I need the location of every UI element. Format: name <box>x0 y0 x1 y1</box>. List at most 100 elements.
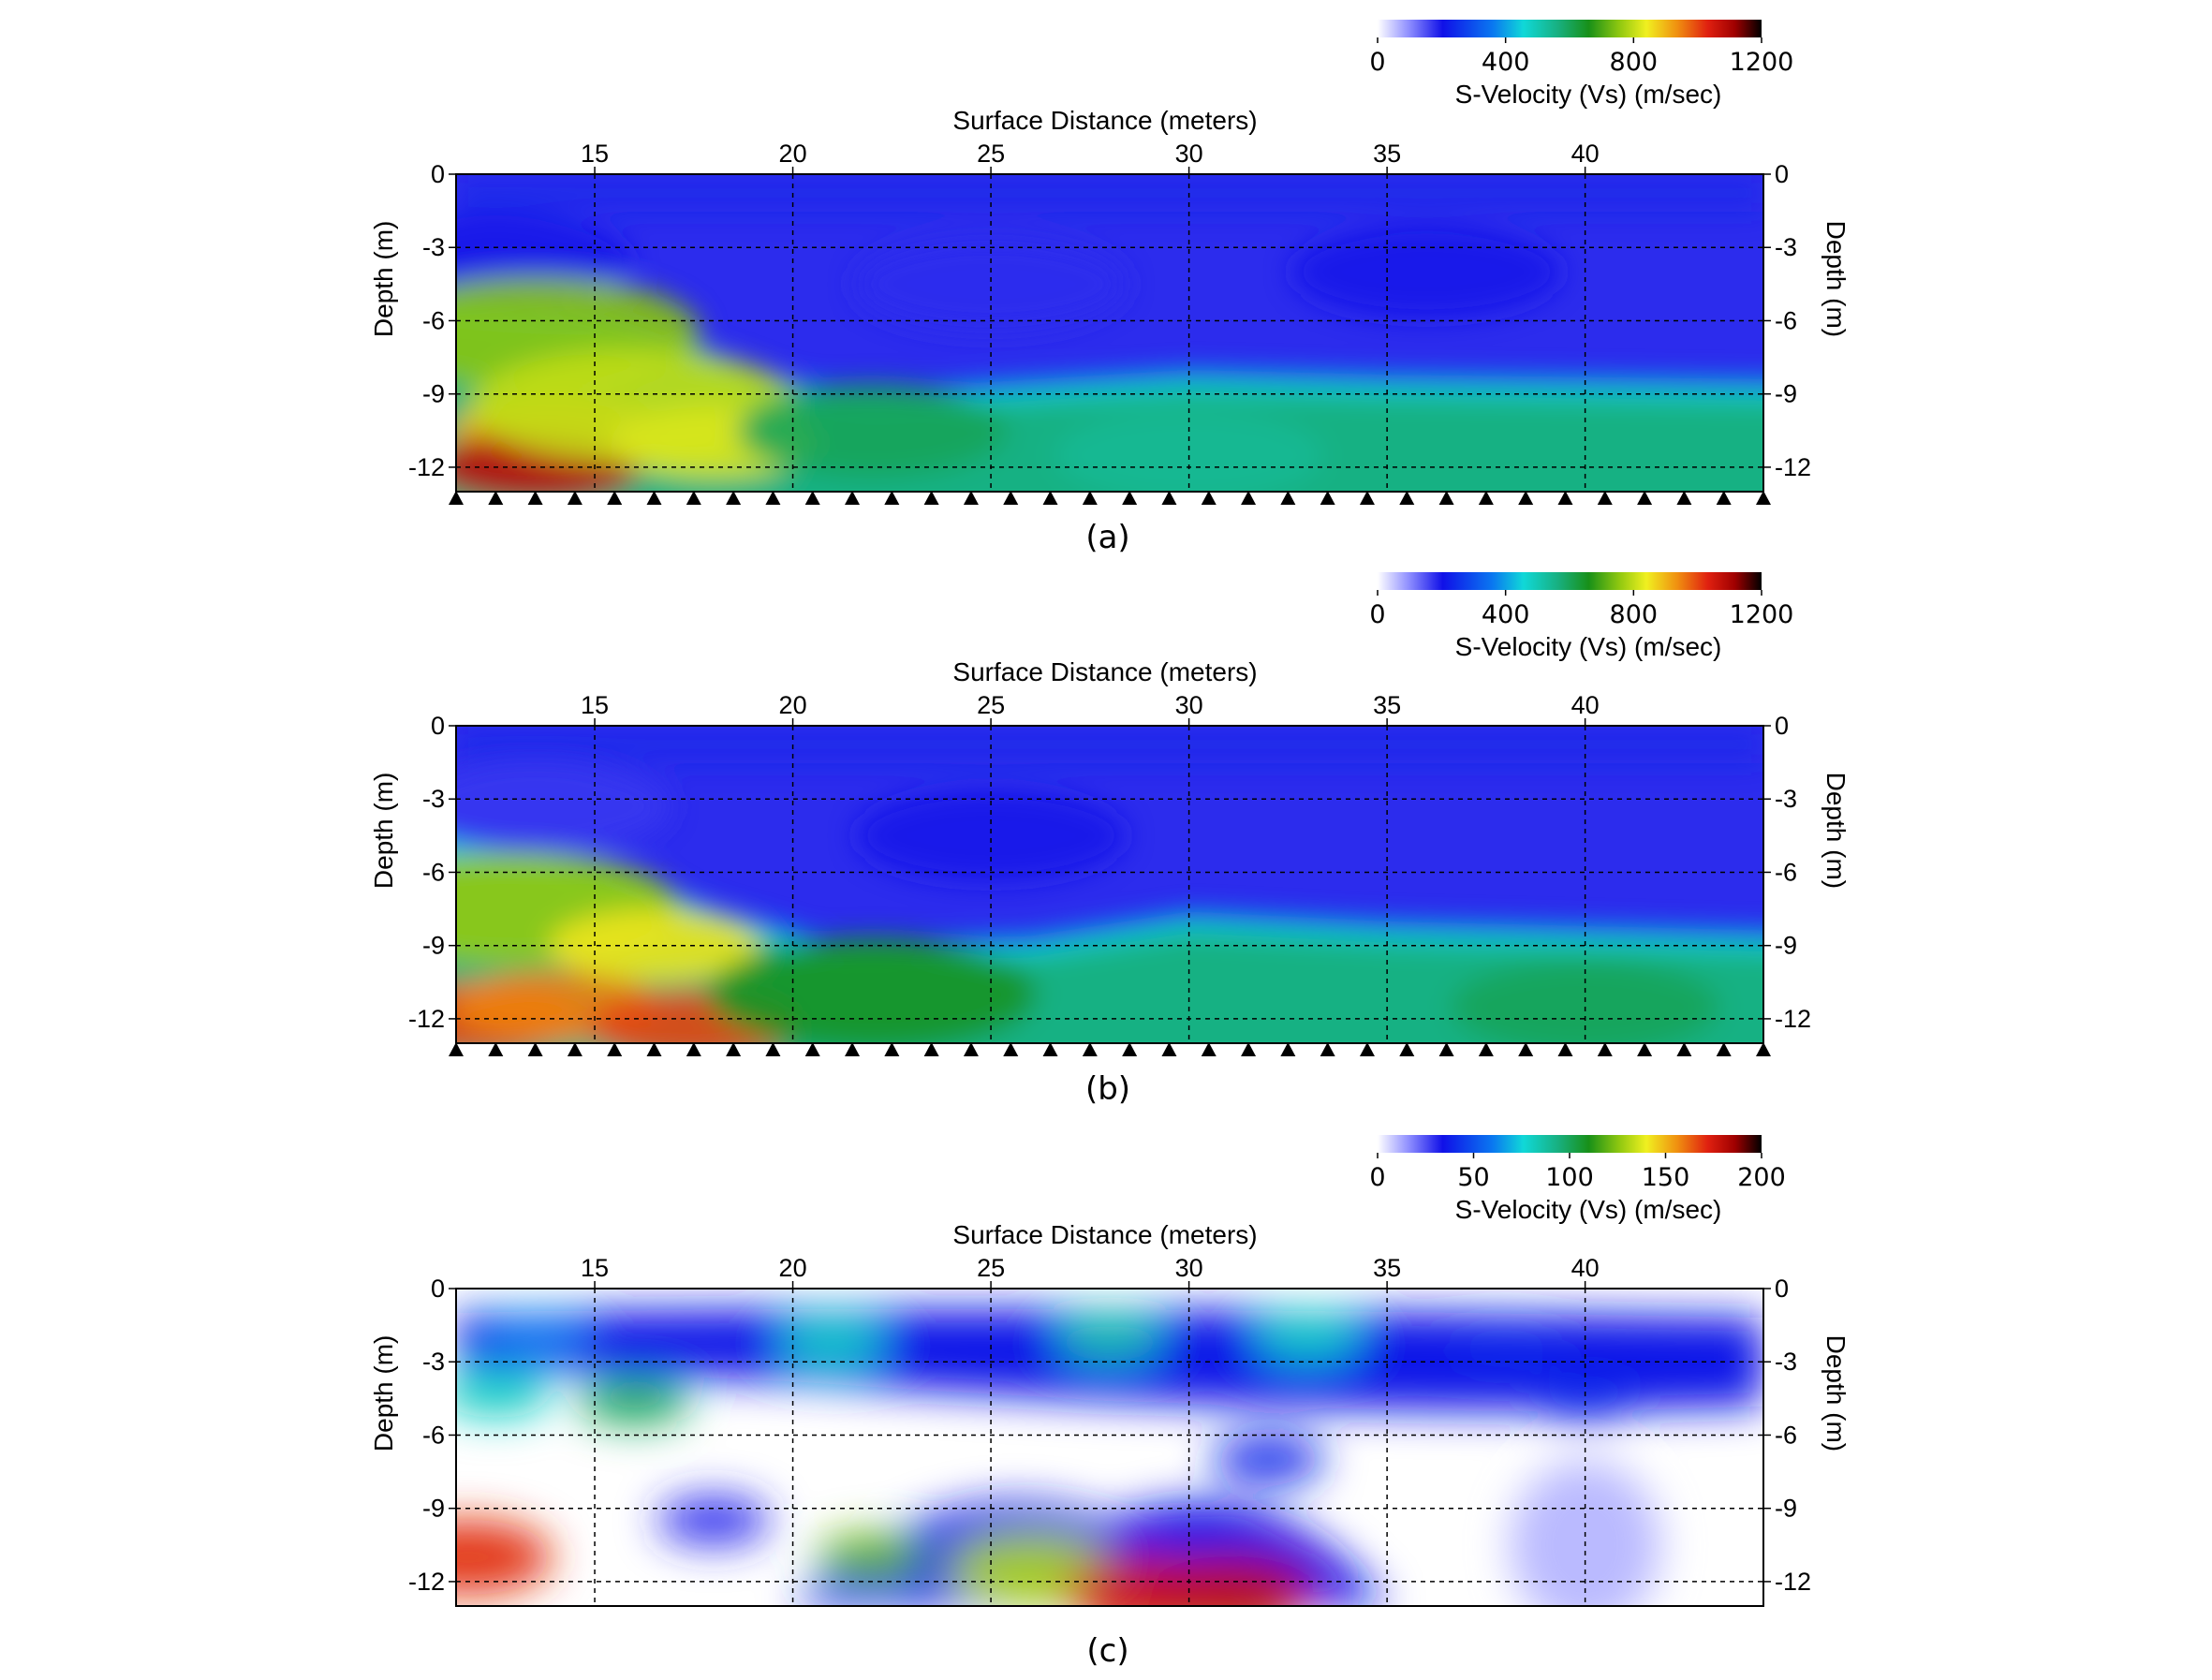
x-tick-label: 25 <box>977 691 1005 719</box>
geophone-marker <box>527 1042 543 1056</box>
velocity-anomaly <box>578 1376 691 1425</box>
y-tick-label-left: 0 <box>431 160 445 188</box>
colorbar-label: S-Velocity (Vs) (m/sec) <box>1455 80 1722 109</box>
geophone-marker <box>488 491 504 505</box>
geophone-marker <box>1716 1042 1732 1056</box>
colorbar <box>1378 572 1762 590</box>
x-tick-label: 20 <box>779 1254 807 1282</box>
colorbar-tick-label: 200 <box>1737 1163 1786 1192</box>
y-tick-label-right: -9 <box>1775 1495 1797 1523</box>
near-surface-band <box>456 726 1763 763</box>
colorbar <box>1378 1135 1762 1153</box>
y-tick-label-left: -6 <box>422 1421 445 1449</box>
geophone-marker <box>963 491 979 505</box>
geophone-marker <box>1597 1042 1613 1056</box>
geophone-marker <box>686 491 701 505</box>
colorbar-tick-label: 800 <box>1610 600 1659 629</box>
colorbar-tick-label: 1200 <box>1730 48 1794 77</box>
x-tick-label: 30 <box>1175 691 1203 719</box>
y-tick-label-right: -12 <box>1775 1005 1811 1033</box>
x-tick-label: 20 <box>779 140 807 168</box>
geophone-marker <box>1359 1042 1375 1056</box>
velocity-anomaly <box>1291 225 1562 318</box>
geophone-marker <box>1201 1042 1217 1056</box>
x-tick-label: 25 <box>977 140 1005 168</box>
panel-caption: (a) <box>1085 519 1129 556</box>
y-tick-label-left: -12 <box>408 1568 445 1596</box>
near-surface-band <box>456 174 1763 212</box>
y-tick-label-left: -12 <box>408 453 445 481</box>
geophone-marker <box>1399 491 1415 505</box>
velocity-anomaly <box>456 1519 553 1595</box>
geophone-marker <box>923 491 939 505</box>
velocity-anomaly <box>479 1310 592 1360</box>
y-tick-label-left: -9 <box>422 1495 445 1523</box>
colorbar-tick-label: 50 <box>1457 1163 1489 1192</box>
y-axis-title-left: Depth (m) <box>369 221 398 337</box>
geophone-marker <box>1756 491 1771 505</box>
y-axis-title-left: Depth (m) <box>369 773 398 889</box>
velocity-field <box>456 174 1763 492</box>
geophone-marker <box>1280 1042 1296 1056</box>
geophone-marker <box>845 1042 861 1056</box>
geophone-marker <box>1161 491 1177 505</box>
geophone-marker <box>845 491 861 505</box>
geophone-marker <box>1003 1042 1019 1056</box>
colorbar-tick-label: 400 <box>1482 48 1530 77</box>
velocity-field <box>456 726 1763 1043</box>
plot-frame <box>455 173 1764 493</box>
y-axis-title-right: Depth (m) <box>1821 773 1851 889</box>
colorbar-tick-label: 150 <box>1642 1163 1690 1192</box>
colorbar-label: S-Velocity (Vs) (m/sec) <box>1455 632 1722 661</box>
x-tick-label: 15 <box>581 691 609 719</box>
geophone-marker <box>726 491 742 505</box>
geophone-marker <box>1478 491 1494 505</box>
y-tick-label-right: -3 <box>1775 1348 1797 1376</box>
x-tick-label: 30 <box>1175 140 1203 168</box>
colorbar-tick-label: 800 <box>1610 48 1659 77</box>
geophone-marker <box>1438 491 1454 505</box>
y-tick-label-right: -6 <box>1775 858 1797 886</box>
geophone-marker <box>1042 491 1058 505</box>
geophone-marker <box>686 1042 701 1056</box>
velocity-anomaly <box>816 1532 929 1582</box>
y-tick-label-right: -3 <box>1775 233 1797 261</box>
colorbar-tick-label: 0 <box>1369 1163 1385 1192</box>
geophone-marker <box>1201 491 1217 505</box>
velocity-anomaly <box>1251 1313 1364 1363</box>
y-tick-label-right: -6 <box>1775 1421 1797 1449</box>
y-tick-label-right: 0 <box>1775 712 1789 740</box>
y-tick-label-right: -9 <box>1775 380 1797 408</box>
velocity-anomaly <box>856 237 1127 331</box>
geophone-marker <box>1399 1042 1415 1056</box>
velocity-anomaly <box>1054 1313 1166 1363</box>
y-tick-label-left: 0 <box>431 1275 445 1303</box>
panel-caption: (b) <box>1085 1070 1130 1108</box>
geophone-marker <box>449 491 464 505</box>
geophone-marker <box>923 1042 939 1056</box>
y-tick-label-right: -12 <box>1775 1568 1811 1596</box>
y-tick-label-left: -6 <box>422 306 445 334</box>
y-axis-title-left: Depth (m) <box>369 1335 398 1452</box>
y-tick-label-left: -12 <box>408 1005 445 1033</box>
geophone-marker <box>804 491 820 505</box>
geophone-marker <box>1241 1042 1257 1056</box>
geophone-marker <box>765 1042 781 1056</box>
geophone-marker <box>1518 1042 1534 1056</box>
geophone-marker <box>1518 491 1534 505</box>
geophone-marker <box>1637 1042 1653 1056</box>
y-tick-label-right: -3 <box>1775 785 1797 813</box>
x-tick-label: 40 <box>1571 691 1600 719</box>
y-tick-label-left: -3 <box>422 233 445 261</box>
geophone-marker <box>646 1042 662 1056</box>
geophone-marker <box>1241 491 1257 505</box>
y-tick-label-right: 0 <box>1775 1275 1789 1303</box>
geophone-marker <box>963 1042 979 1056</box>
geophone-marker <box>884 491 900 505</box>
x-tick-label: 35 <box>1373 1254 1401 1282</box>
geophone-marker <box>1716 491 1732 505</box>
x-tick-label: 40 <box>1571 140 1600 168</box>
